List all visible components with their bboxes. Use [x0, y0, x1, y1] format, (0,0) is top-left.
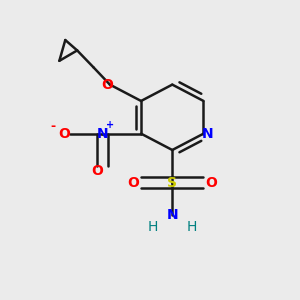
Text: H: H	[186, 220, 197, 234]
Text: O: O	[91, 164, 103, 178]
Text: S: S	[167, 176, 177, 190]
Text: -: -	[51, 120, 56, 133]
Text: O: O	[128, 176, 140, 190]
Text: O: O	[205, 176, 217, 190]
Text: O: O	[58, 127, 70, 141]
Text: N: N	[201, 127, 213, 141]
Text: O: O	[101, 78, 113, 92]
Text: N: N	[97, 127, 108, 141]
Text: H: H	[148, 220, 158, 234]
Text: +: +	[106, 120, 114, 130]
Text: N: N	[167, 208, 178, 222]
